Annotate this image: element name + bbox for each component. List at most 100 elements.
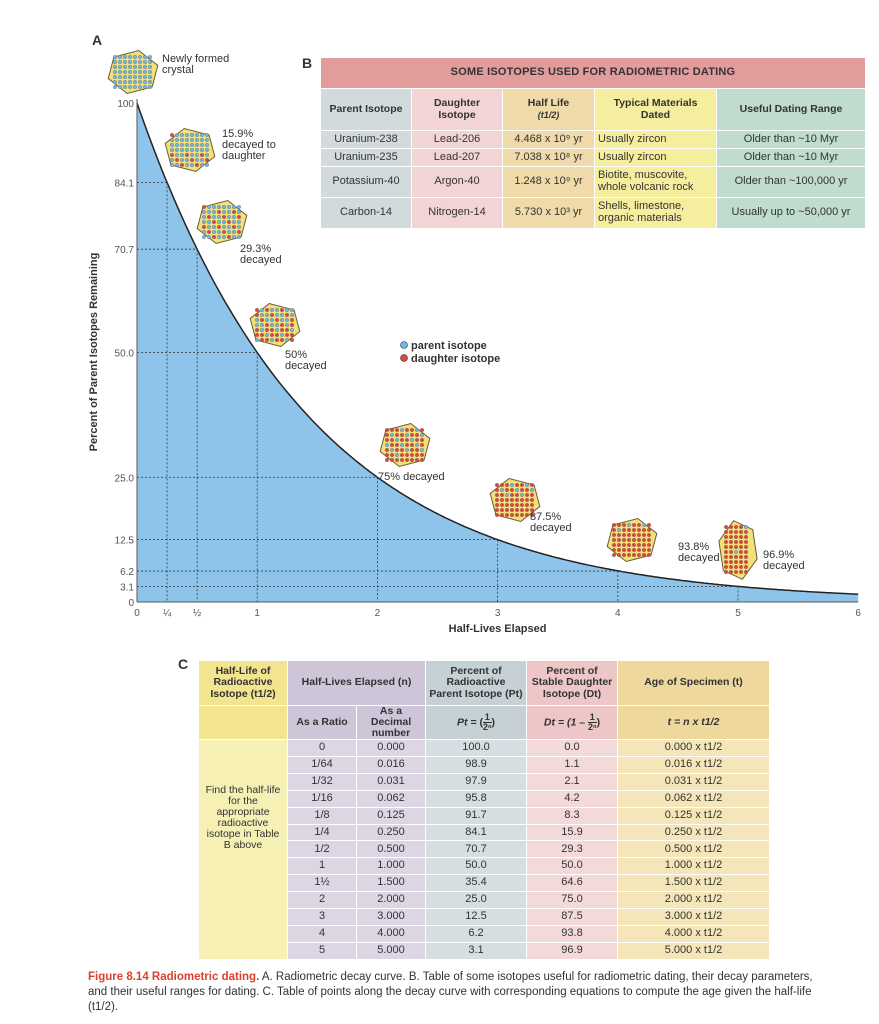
parent-atom — [195, 153, 199, 157]
daughter-atom — [520, 498, 524, 502]
daughter-atom — [385, 458, 389, 462]
parent-atom — [515, 488, 519, 492]
parent-atom — [113, 60, 117, 64]
table-cell: Older than ~100,000 yr — [716, 166, 866, 198]
parent-atom — [200, 133, 204, 137]
daughter-atom — [185, 153, 189, 157]
daughter-atom — [622, 528, 626, 532]
daughter-atom — [175, 158, 179, 162]
x-tick-label: 4 — [615, 608, 621, 619]
table-cell: 4.2 — [526, 789, 618, 808]
daughter-atom — [632, 543, 636, 547]
panel-label-c: C — [178, 656, 189, 672]
parent-atom — [113, 75, 117, 79]
daughter-atom — [734, 525, 738, 529]
y-tick-label: 25.0 — [115, 473, 135, 484]
parent-atom — [395, 438, 399, 442]
table-cell: 4 — [287, 924, 357, 943]
age-formula: t = n x t1/2 — [617, 704, 770, 741]
parent-atom — [400, 428, 404, 432]
daughter-atom — [290, 323, 294, 327]
parent-atom — [395, 453, 399, 457]
table-row: 1½ 1.500 35.4 64.6 1.500 x t1/2 — [199, 874, 770, 893]
parent-atom — [190, 153, 194, 157]
table-row: Carbon-14 Nitrogen-14 5.730 x 10³ yr Shells… — [320, 197, 866, 229]
daughter-atom — [627, 553, 631, 557]
table-cell: 1/64 — [287, 755, 357, 774]
parent-atom — [642, 523, 646, 527]
parent-atom — [290, 313, 294, 317]
parent-atom — [195, 133, 199, 137]
table-cell: 2.1 — [526, 772, 618, 791]
daughter-atom — [525, 493, 529, 497]
table-cell: 0.062 — [356, 789, 426, 808]
col-header: Age of Specimen (t) — [617, 660, 770, 706]
daughter-atom — [405, 453, 409, 457]
daughter-atom — [632, 553, 636, 557]
daughter-atom — [280, 338, 284, 342]
daughter-atom — [622, 523, 626, 527]
y-axis-label: Percent of Parent Isotopes Remaining — [88, 253, 100, 452]
daughter-atom — [612, 553, 616, 557]
parent-atom — [205, 138, 209, 142]
daughter-atom — [637, 533, 641, 537]
daughter-atom — [520, 488, 524, 492]
parent-atom — [123, 55, 127, 59]
parent-atom — [185, 143, 189, 147]
parent-atom — [195, 143, 199, 147]
parent-atom — [212, 205, 216, 209]
daughter-atom — [217, 225, 221, 229]
daughter-atom — [520, 513, 524, 517]
table-row: 1/64 0.016 98.9 1.1 0.016 x t1/2 — [199, 755, 770, 774]
table-cell: 4.000 x t1/2 — [617, 924, 770, 943]
parent-atom — [200, 158, 204, 162]
y-tick-label: 50.0 — [115, 349, 135, 360]
table-cell: 84.1 — [425, 823, 527, 842]
daughter-atom — [290, 338, 294, 342]
parent-atom — [118, 85, 122, 89]
daughter-atom — [647, 523, 651, 527]
parent-atom — [217, 230, 221, 234]
daughter-atom — [734, 545, 738, 549]
daughter-atom — [744, 545, 748, 549]
daughter-atom — [275, 338, 279, 342]
parent-atom — [530, 488, 534, 492]
crystal-label: decayed — [530, 522, 572, 534]
daughter-atom — [227, 235, 231, 239]
parent-atom — [227, 225, 231, 229]
table-cell: 91.7 — [425, 806, 527, 825]
daughter-atom — [385, 428, 389, 432]
table-cell: 0.500 — [356, 840, 426, 859]
daughter-atom — [202, 225, 206, 229]
daughter-atom — [415, 438, 419, 442]
daughter-atom — [744, 565, 748, 569]
daughter-atom — [410, 428, 414, 432]
daughter-atom — [500, 503, 504, 507]
parent-atom — [170, 163, 174, 167]
table-cell: 1½ — [287, 874, 357, 893]
parent-atom — [123, 75, 127, 79]
parent-atom — [270, 308, 274, 312]
parent-atom — [138, 85, 142, 89]
daughter-atom — [530, 483, 534, 487]
daughter-atom — [270, 328, 274, 332]
parent-atom — [217, 235, 221, 239]
daughter-atom — [729, 530, 733, 534]
daughter-atom — [525, 508, 529, 512]
parent-atom — [148, 85, 152, 89]
table-row: 1/8 0.125 91.7 8.3 0.125 x t1/2 — [199, 806, 770, 825]
legend-dot — [400, 341, 408, 349]
parent-atom — [207, 225, 211, 229]
daughter-atom — [724, 550, 728, 554]
parent-atom — [200, 143, 204, 147]
table-cell: 25.0 — [425, 891, 527, 909]
parent-atom — [180, 143, 184, 147]
parent-atom — [185, 163, 189, 167]
parent-atom — [133, 75, 137, 79]
parent-atom — [285, 338, 289, 342]
col-header: Percent of Radioactive Parent Isotope (P… — [425, 660, 527, 706]
daughter-atom — [415, 458, 419, 462]
daughter-atom — [627, 543, 631, 547]
daughter-atom — [530, 498, 534, 502]
daughter-atom — [729, 570, 733, 574]
